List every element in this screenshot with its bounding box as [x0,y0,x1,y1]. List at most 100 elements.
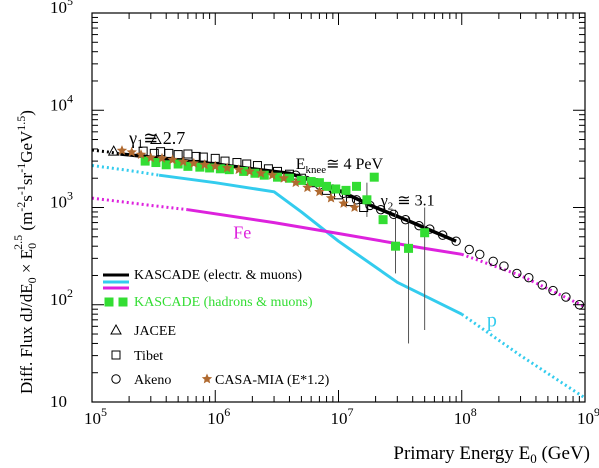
kascade-hadrons-muons-point [250,168,260,178]
legend-label-kascade-em: KASCADE (electr. & muons) [134,268,302,283]
akeno-point [437,230,448,240]
legend-marker-tibet [111,350,121,360]
eknee-annotation: Eknee≅ 4 PeV [296,156,384,176]
y-tick-label: 103 [50,189,73,212]
akeno-point [400,214,411,225]
akeno-point [524,272,534,283]
kascade-hadrons-muons-point [284,173,294,183]
jacee-point [107,145,120,156]
akeno-point [464,244,474,255]
casa-mia-e-1-2-point [156,152,168,163]
x-axis-label: Primary Energy E0 (GeV) [393,443,590,466]
casa-mia-e-1-2-point [338,198,349,208]
kascade-hadrons-muons-point [239,166,249,176]
casa-mia-e-1-2-point [233,164,244,175]
tibet-point [345,197,355,207]
kascade-hadrons-muons-point [390,241,400,251]
akeno-point [499,261,509,271]
casa-mia-e-1-2-point [325,192,337,203]
p-curve [158,173,463,316]
kascade-hadrons-muons-point [161,160,171,170]
kascade-hadrons-muons-point [273,172,283,182]
ticks-layer [91,12,586,403]
kascade-hadrons-muons-point [378,215,388,225]
legend-label-casa-mia: CASA-MIA (E*1.2) [215,373,330,388]
casa-mia-e-1-2-point [267,169,278,180]
akeno-point [548,285,558,296]
casa-mia-e-1-2-point [244,165,255,176]
annotations-layer: γ1≅ 2.7 Eknee≅ 4 PeV γ2 ≅ 3.1 Fe p [128,128,497,331]
jacee-point [150,133,162,145]
gamma2-annotation: γ2 ≅ 3.1 [380,192,435,212]
akeno-point [488,256,498,266]
legend-marker-jacee [110,323,122,335]
y-tick-label: 102 [50,286,73,309]
tibet-point [198,152,208,162]
kascade-hadrons-muons-point [205,163,215,173]
kascade-hadrons-muons-point [404,243,414,253]
kascade-hadrons-muons-point [362,195,372,205]
kascade-hadrons-muons-point [331,184,341,194]
casa-mia-e-1-2-point [167,154,178,165]
casa-mia-e-1-2-point [349,202,360,212]
legend-label-kascade-hadrons: KASCADE (hadrons & muons) [134,295,313,310]
akeno-point [451,236,461,246]
tibet-point [232,158,242,168]
tibet-point [164,148,174,158]
y-tick-label: 10 [50,392,67,411]
akeno-point [351,195,362,205]
tibet-point [183,149,193,159]
akeno-point [537,280,547,290]
casa-mia-e-1-2-point [222,162,233,173]
kascade-hadrons-muons-point [173,159,183,169]
casa-mia-e-1-2-point [278,172,289,183]
p-curve-dotted [91,164,160,177]
kascade-electr-muons-curve-dotted [91,148,121,156]
akeno-point [475,249,485,260]
kascade-hadrons-muons-point [314,178,324,188]
x-tick-label: 107 [331,405,354,428]
x-tick-label: 108 [454,405,477,428]
casa-mia-e-1-2-point [314,186,325,197]
casa-mia-e-1-2-point [126,146,137,157]
kascade-hadrons-muons-point [420,228,430,238]
akeno-point [561,292,571,302]
x-tick-label: 109 [577,405,599,428]
tibet-point [173,150,183,160]
fe-label: Fe [233,222,251,242]
casa-mia-e-1-2-point [188,157,199,168]
kascade-hadrons-muons-point [215,164,225,174]
kascade-hadrons-muons-point [322,181,332,191]
tibet-point [191,151,201,161]
kascade-hadrons-muons-point [341,185,351,195]
legend: KASCADE (electr. & muons) KASCADE (hadron… [103,268,330,388]
y-tick-label: 105 [50,0,73,17]
legend-marker-akeno [111,374,121,384]
fe-curve [187,208,463,256]
legend-marker-hadrons [118,297,128,307]
casa-mia-e-1-2-point [199,159,210,170]
p-curve-tail [460,312,586,400]
akeno-point [414,220,424,231]
casa-mia-e-1-2-point [290,177,301,188]
legend-marker-casa-mia [201,373,213,384]
x-tick-label: 106 [207,405,230,428]
legend-label-jacee: JACEE [134,324,176,339]
markers-layer [107,133,585,310]
kascade-hadrons-muons-point [259,170,269,180]
kascade-hadrons-muons-point [296,175,306,185]
y-tick-label: 104 [50,91,73,114]
legend-label-tibet: Tibet [134,349,163,364]
legend-label-akeno: Akeno [134,373,171,388]
plot-frame [91,12,586,403]
akeno-point [376,204,386,215]
fe-curve-dotted [91,196,189,212]
tibet-point [220,156,230,166]
tick-labels-layer: 105 106 107 108 109 10 102 103 104 105 [50,0,599,428]
kascade-hadrons-muons-point [352,181,362,191]
casa-mia-e-1-2-point [145,152,156,163]
casa-mia-e-1-2-point [135,149,147,159]
error-bars-layer [366,182,426,344]
legend-marker-hadrons [104,297,114,307]
